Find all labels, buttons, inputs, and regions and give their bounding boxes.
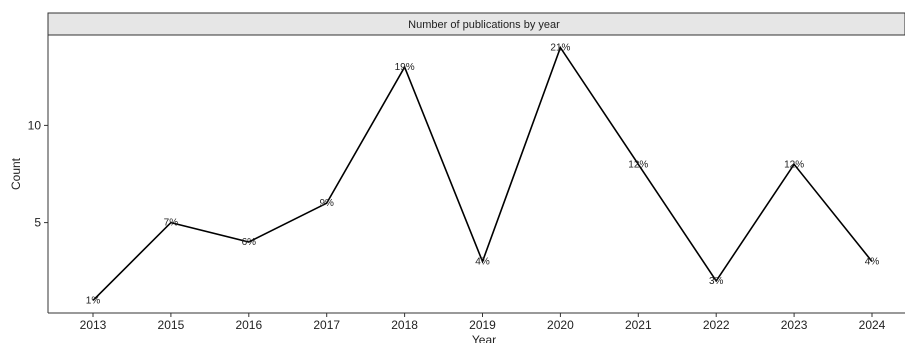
x-tick-label: 2022: [703, 318, 730, 332]
data-label: 9%: [319, 198, 334, 209]
x-tick-label: 2024: [859, 318, 886, 332]
x-tick-label: 2015: [158, 318, 185, 332]
x-tick-label: 2016: [235, 318, 262, 332]
x-tick-label: 2021: [625, 318, 652, 332]
data-label: 12%: [628, 159, 648, 170]
x-tick-label: 2018: [391, 318, 418, 332]
y-tick-label: 10: [28, 118, 42, 132]
x-tick-label: 2017: [313, 318, 340, 332]
data-label: 7%: [164, 218, 179, 229]
data-label: 12%: [784, 159, 804, 170]
x-ticks: 2013 2015 2016 2017 2018 2019 2020 2021 2022 2023…: [80, 313, 886, 332]
title-strip: [47, 12, 905, 36]
x-tick-label: 2019: [469, 318, 496, 332]
data-label: 21%: [550, 43, 570, 54]
data-label: 4%: [475, 256, 490, 267]
data-label: 1%: [86, 295, 101, 306]
y-tick-label: 5: [34, 216, 41, 230]
data-label: 19%: [395, 62, 415, 73]
x-axis-label: Year: [472, 333, 496, 343]
data-labels: 1% 7% 6% 9% 19% 4% 21% 12% 3% 12% 4%: [86, 43, 880, 307]
data-label: 4%: [865, 256, 880, 267]
data-label: 6%: [242, 237, 257, 248]
y-ticks: 5 10: [28, 118, 48, 230]
data-label: 3%: [709, 276, 724, 287]
x-tick-label: 2013: [80, 318, 107, 332]
chart-title: Number of publications by year: [408, 19, 560, 31]
x-tick-label: 2023: [781, 318, 808, 332]
x-tick-label: 2020: [547, 318, 574, 332]
y-axis-label: Count: [9, 157, 23, 190]
series-line: [92, 45, 873, 301]
